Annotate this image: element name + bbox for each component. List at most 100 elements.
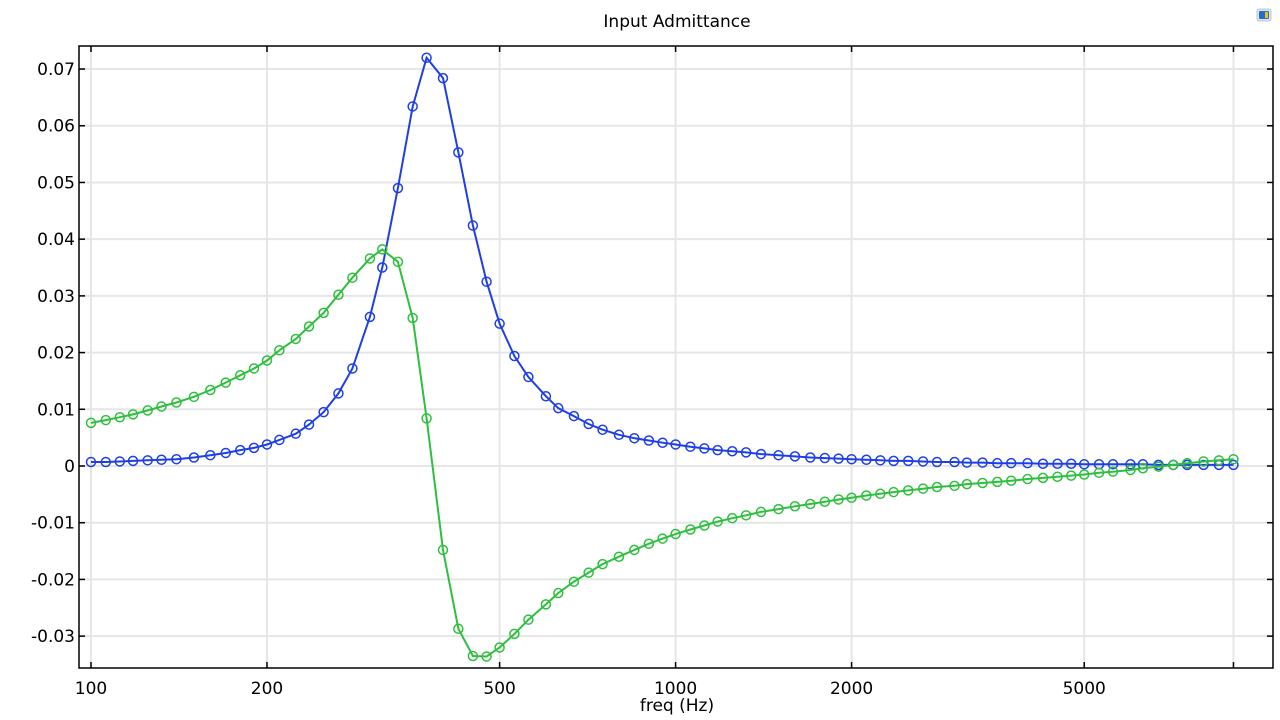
data-point-marker <box>1125 459 1136 470</box>
data-point-marker <box>657 437 668 448</box>
data-point-marker <box>740 510 752 521</box>
data-point-marker <box>114 411 126 423</box>
data-point-marker <box>1153 461 1164 472</box>
x-tick-label: 2000 <box>830 679 873 699</box>
data-point-marker <box>875 488 886 500</box>
data-point-marker <box>819 496 831 507</box>
data-point-marker <box>846 492 857 504</box>
data-point-marker <box>1022 473 1033 485</box>
data-point-marker <box>1052 471 1063 483</box>
data-point-marker <box>670 439 681 450</box>
data-point-marker <box>85 456 97 468</box>
data-point-marker <box>727 446 738 457</box>
data-point-marker <box>846 453 857 465</box>
data-point-marker <box>789 451 801 462</box>
data-point-marker <box>540 390 552 402</box>
data-point-marker <box>437 544 449 556</box>
data-point-marker <box>712 516 723 527</box>
data-point-marker <box>248 442 260 454</box>
data-point-marker <box>833 453 844 464</box>
data-point-marker <box>333 289 344 300</box>
x-axis-label: freq (Hz) <box>640 696 714 716</box>
y-tick-label: 0.02 <box>37 344 75 364</box>
data-point-marker <box>234 370 246 381</box>
data-point-marker <box>685 524 696 535</box>
y-tick-label: -0.02 <box>31 570 75 590</box>
data-point-marker <box>188 391 200 403</box>
y-tick-label: 0.03 <box>37 287 75 307</box>
data-point-marker <box>789 501 801 512</box>
data-point-marker <box>481 651 492 662</box>
data-point-marker <box>156 454 167 466</box>
y-tick-label: 0.07 <box>37 60 75 80</box>
data-point-marker <box>1052 458 1063 469</box>
x-tick-label: 200 <box>251 679 283 699</box>
data-point-marker <box>699 520 710 531</box>
data-point-marker <box>992 457 1003 469</box>
data-point-marker <box>992 476 1003 488</box>
data-point-marker <box>1137 463 1149 474</box>
grid-lines <box>79 46 1273 668</box>
data-point-marker <box>100 456 112 468</box>
chart-title: Input Admittance <box>603 12 751 32</box>
data-point-marker <box>467 650 479 662</box>
data-point-marker <box>290 428 302 439</box>
data-point-marker <box>205 384 216 396</box>
data-point-marker <box>1198 459 1209 471</box>
data-point-marker <box>861 490 872 501</box>
data-point-marker <box>568 576 580 587</box>
data-point-marker <box>597 424 608 435</box>
data-point-marker <box>861 454 872 466</box>
data-series <box>85 52 1239 662</box>
data-point-marker <box>670 528 681 540</box>
data-point-marker <box>274 434 285 446</box>
data-point-marker <box>261 439 273 450</box>
data-point-marker <box>1078 459 1090 470</box>
data-point-marker <box>1213 455 1225 466</box>
data-point-marker <box>773 449 784 461</box>
data-point-marker <box>333 388 344 399</box>
data-point-marker <box>437 72 449 84</box>
data-point-marker <box>1065 458 1077 469</box>
data-point-marker <box>248 363 260 374</box>
data-point-marker <box>805 498 816 510</box>
data-point-marker <box>85 417 97 429</box>
data-point-marker <box>977 477 988 489</box>
data-point-marker <box>377 262 388 273</box>
graphics-window-icon[interactable] <box>1256 7 1272 22</box>
data-point-marker <box>888 486 899 498</box>
y-tick-label: 0.01 <box>37 400 75 420</box>
data-point-marker <box>234 444 246 456</box>
data-point-marker <box>902 485 914 496</box>
data-point-marker <box>1078 469 1090 480</box>
data-point-marker <box>274 345 285 356</box>
x-tick-label: 5000 <box>1063 679 1106 699</box>
data-point-marker <box>643 435 655 446</box>
data-point-marker <box>303 321 315 332</box>
data-point-marker <box>318 406 329 418</box>
data-point-marker <box>917 456 929 467</box>
data-point-marker <box>205 449 216 461</box>
data-point-marker <box>613 551 625 562</box>
data-point-marker <box>727 512 738 524</box>
data-point-marker <box>188 452 200 463</box>
data-point-marker <box>699 443 710 454</box>
data-point-marker <box>392 182 404 194</box>
y-tick-label: -0.03 <box>31 627 75 647</box>
data-point-marker <box>303 419 315 430</box>
data-point-marker <box>1037 472 1049 484</box>
data-point-marker <box>961 457 973 468</box>
data-point-marker <box>773 503 784 515</box>
y-axis-ticks: -0.03 -0.02 -0.01 0 0.01 0.02 0.03 0.04 0.05 0.06… <box>31 60 1273 647</box>
data-point-marker <box>453 147 464 158</box>
data-point-marker <box>100 414 112 426</box>
data-point-marker <box>1093 467 1105 479</box>
data-point-marker <box>1107 466 1119 477</box>
data-point-marker <box>142 455 153 466</box>
data-point-marker <box>568 410 580 422</box>
series-1 <box>85 52 1239 471</box>
data-point-marker <box>171 397 182 408</box>
data-point-marker <box>657 533 668 544</box>
data-point-marker <box>629 544 640 556</box>
data-point-marker <box>805 452 816 463</box>
